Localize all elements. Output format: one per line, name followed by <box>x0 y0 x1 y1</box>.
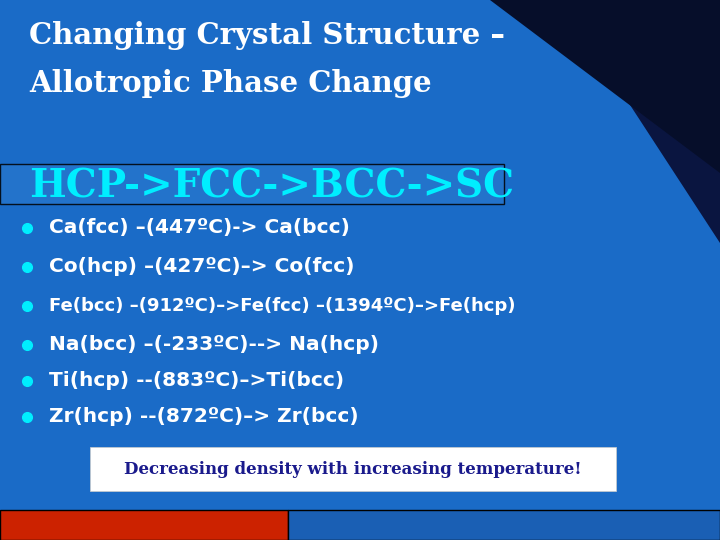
Text: Ca(fcc) –(447ºC)-> Ca(bcc): Ca(fcc) –(447ºC)-> Ca(bcc) <box>49 218 350 238</box>
Polygon shape <box>432 0 720 243</box>
Text: Co(hcp) –(427ºC)–> Co(fcc): Co(hcp) –(427ºC)–> Co(fcc) <box>49 257 354 276</box>
Text: Ti(hcp) --(883ºC)–>Ti(bcc): Ti(hcp) --(883ºC)–>Ti(bcc) <box>49 371 344 390</box>
Text: Zr(hcp) --(872ºC)–> Zr(bcc): Zr(hcp) --(872ºC)–> Zr(bcc) <box>49 407 359 427</box>
FancyBboxPatch shape <box>90 447 616 491</box>
FancyBboxPatch shape <box>288 510 720 540</box>
Text: Changing Crystal Structure –: Changing Crystal Structure – <box>29 21 505 50</box>
Text: Na(bcc) –(-233ºC)--> Na(hcp): Na(bcc) –(-233ºC)--> Na(hcp) <box>49 335 379 354</box>
Text: HCP->FCC->BCC->SC: HCP->FCC->BCC->SC <box>29 167 514 205</box>
Polygon shape <box>490 0 720 173</box>
Text: Allotropic Phase Change: Allotropic Phase Change <box>29 69 431 98</box>
FancyBboxPatch shape <box>0 164 504 204</box>
Text: Fe(bcc) –(912ºC)–>Fe(fcc) –(1394ºC)–>Fe(hcp): Fe(bcc) –(912ºC)–>Fe(fcc) –(1394ºC)–>Fe(… <box>49 296 516 315</box>
FancyBboxPatch shape <box>0 510 288 540</box>
Text: Decreasing density with increasing temperature!: Decreasing density with increasing tempe… <box>124 461 582 478</box>
